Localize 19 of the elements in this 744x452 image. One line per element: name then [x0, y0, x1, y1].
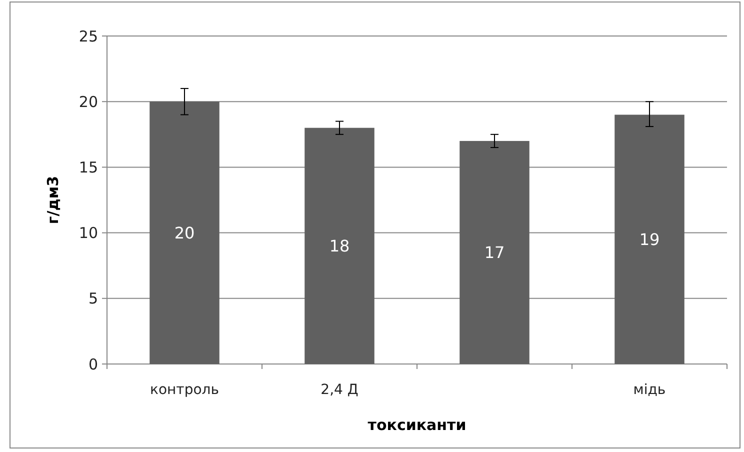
y-tick-label: 0 — [88, 355, 98, 374]
bar — [304, 128, 374, 364]
y-tick-label: 25 — [78, 27, 98, 46]
y-tick-label: 15 — [78, 158, 98, 176]
y-tick-label: 10 — [78, 224, 98, 242]
bar — [460, 140, 530, 364]
data-label: 19 — [639, 230, 660, 249]
x-tick-label: контроль — [150, 382, 219, 398]
bar — [614, 114, 684, 364]
data-label: 18 — [329, 236, 350, 256]
data-label: 20 — [174, 223, 195, 242]
y-tick-label: 5 — [88, 290, 98, 308]
data-label: 17 — [484, 243, 505, 262]
y-axis-title: г/дм3 — [44, 176, 62, 224]
x-tick-label: 2,4 Д — [320, 382, 358, 398]
x-axis-title: токсиканти — [368, 416, 466, 434]
x-tick-label: мідь — [633, 382, 666, 398]
bar — [150, 102, 220, 364]
y-tick-label: 20 — [78, 92, 98, 111]
